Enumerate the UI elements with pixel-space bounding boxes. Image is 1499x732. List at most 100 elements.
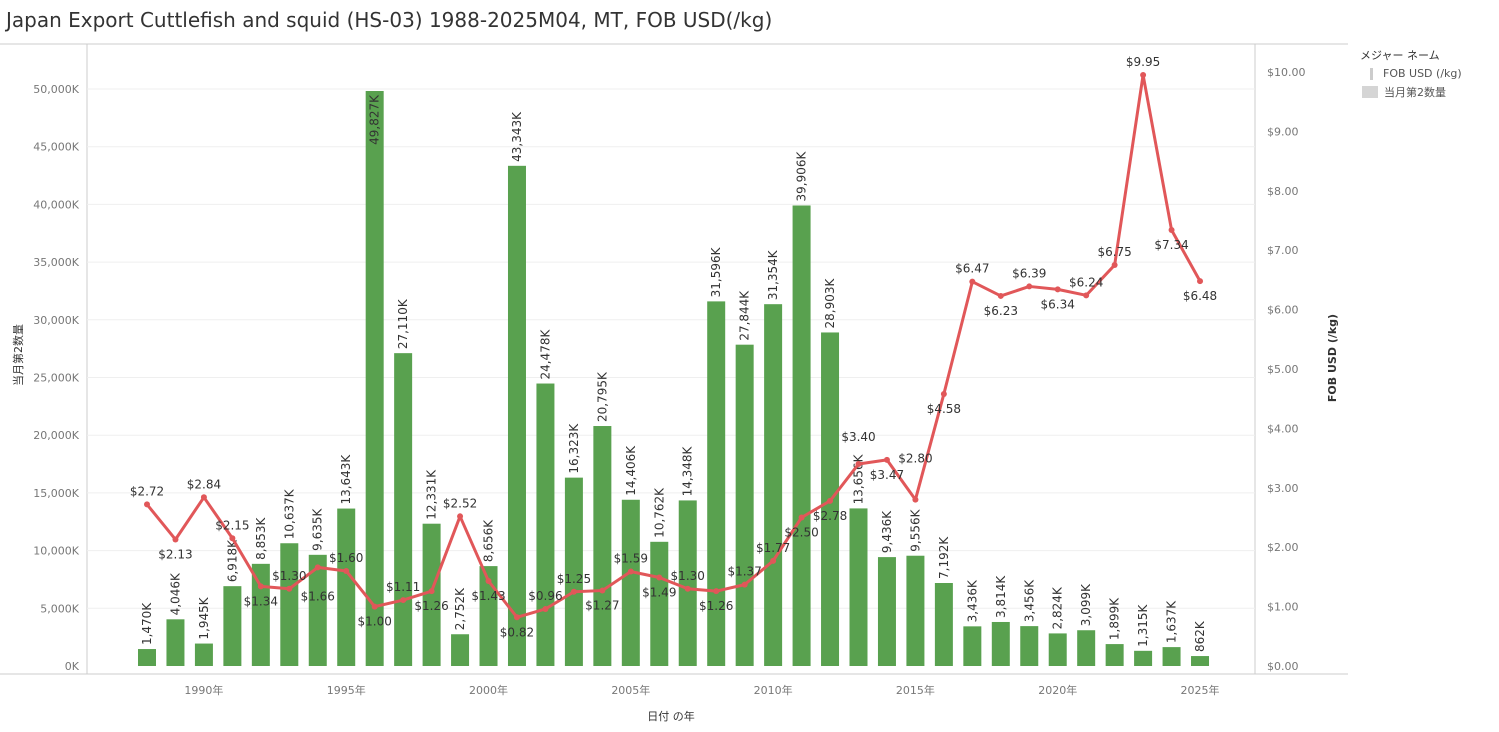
- bar-label: 49,827K: [368, 94, 382, 145]
- price-point: [257, 583, 264, 590]
- price-label: $9.95: [1126, 55, 1160, 69]
- bar: [707, 301, 726, 666]
- x-tick-label: 2020年: [1038, 683, 1077, 697]
- bar-label: 862K: [1193, 620, 1207, 652]
- x-tick-label: 2005年: [611, 683, 650, 697]
- bar: [536, 383, 555, 666]
- y-tick-label: 5,000K: [40, 602, 79, 615]
- y2-tick-label: $8.00: [1267, 185, 1299, 198]
- price-label: $6.23: [984, 304, 1018, 318]
- price-point: [371, 603, 378, 610]
- bar: [735, 344, 754, 666]
- bar-label: 2,752K: [453, 587, 467, 630]
- bar-label: 1,945K: [197, 596, 211, 639]
- bar: [963, 626, 982, 666]
- y-axis-title: 当月第2数量: [11, 324, 25, 386]
- price-label: $1.11: [386, 580, 420, 594]
- bar-label: 10,637K: [282, 488, 296, 539]
- bar: [223, 586, 242, 666]
- price-point: [997, 292, 1004, 299]
- price-label: $1.34: [244, 594, 278, 608]
- bar: [422, 523, 441, 666]
- bar: [394, 353, 413, 666]
- y-tick-label: 20,000K: [33, 429, 79, 442]
- price-label: $2.15: [215, 518, 249, 532]
- line-swatch-icon: [1370, 67, 1373, 80]
- price-label: $6.24: [1069, 275, 1103, 289]
- bar-label: 3,814K: [994, 575, 1008, 618]
- bar-label: 3,436K: [965, 579, 979, 622]
- price-label: $1.49: [642, 585, 676, 599]
- bar: [650, 541, 669, 666]
- price-label: $1.60: [329, 551, 363, 565]
- price-label: $6.39: [1012, 266, 1046, 280]
- price-label: $1.30: [671, 569, 705, 583]
- bar-label: 16,323K: [567, 423, 581, 474]
- price-label: $6.75: [1097, 245, 1131, 259]
- price-label: $1.00: [358, 615, 392, 629]
- bar-label: 2,824K: [1051, 586, 1065, 629]
- bar: [593, 426, 612, 666]
- price-point: [343, 567, 350, 574]
- y2-tick-label: $0.00: [1267, 660, 1299, 673]
- legend-item-quantity[interactable]: 当月第2数量: [1362, 84, 1462, 100]
- price-label: $1.66: [301, 589, 335, 603]
- price-point: [770, 557, 777, 564]
- price-label: $2.52: [443, 496, 477, 510]
- bar-label: 13,643K: [339, 454, 353, 505]
- price-point: [144, 501, 150, 508]
- y-tick-label: 45,000K: [33, 141, 79, 154]
- y-tick-label: 30,000K: [33, 314, 79, 327]
- price-label: $2.50: [784, 526, 818, 540]
- bar-label: 28,903K: [823, 277, 837, 328]
- price-point: [570, 588, 577, 595]
- price-label: $2.84: [187, 477, 221, 491]
- bar-label: 10,762K: [652, 487, 666, 538]
- x-tick-label: 1995年: [327, 683, 366, 697]
- price-point: [969, 278, 976, 285]
- price-point: [1054, 286, 1061, 293]
- bar: [1020, 626, 1039, 666]
- price-label: $2.13: [158, 547, 192, 561]
- y2-tick-label: $4.00: [1267, 422, 1299, 435]
- bar-label: 9,436K: [880, 510, 894, 553]
- chart-svg: 0K 5,000K 10,000K 15,000K 20,000K 25,000K 30,0…: [0, 43, 1348, 723]
- bar: [1134, 650, 1153, 666]
- y2-tick-label: $9.00: [1267, 125, 1299, 138]
- price-point: [286, 585, 293, 592]
- legend-item-fob[interactable]: FOB USD (/kg): [1362, 67, 1462, 80]
- price-label: $0.96: [528, 589, 562, 603]
- bar: [507, 165, 526, 666]
- price-label: $4.58: [927, 402, 961, 416]
- bar-label: 6,918K: [225, 539, 239, 582]
- price-label: $3.47: [870, 468, 904, 482]
- price-point: [400, 597, 407, 604]
- price-point: [1111, 262, 1118, 269]
- legend-label: 当月第2数量: [1384, 86, 1446, 99]
- price-point: [713, 588, 720, 595]
- bar: [166, 619, 185, 666]
- bar-label: 39,906K: [795, 150, 809, 201]
- price-label: $1.77: [756, 541, 790, 555]
- price-label: $2.78: [813, 509, 847, 523]
- bar-swatch-icon: [1362, 86, 1378, 98]
- price-point: [314, 564, 321, 571]
- price-label: $2.72: [130, 484, 164, 498]
- bar-label: 8,853K: [254, 516, 268, 559]
- price-label: $1.26: [699, 599, 733, 613]
- price-point: [684, 585, 691, 592]
- bar: [934, 583, 953, 666]
- y2-tick-label: $7.00: [1267, 244, 1299, 257]
- price-label: $3.40: [841, 430, 875, 444]
- price-point: [855, 461, 862, 468]
- price-line: [145, 73, 1202, 619]
- price-point: [200, 494, 207, 501]
- bar-label: 31,596K: [709, 246, 723, 297]
- price-point: [883, 456, 890, 463]
- y-tick-label: 50,000K: [33, 83, 79, 96]
- price-label: $6.48: [1183, 289, 1217, 303]
- price-point: [627, 568, 634, 575]
- bar: [678, 500, 697, 666]
- bar-label: 3,099K: [1079, 583, 1093, 626]
- bar: [1162, 647, 1181, 666]
